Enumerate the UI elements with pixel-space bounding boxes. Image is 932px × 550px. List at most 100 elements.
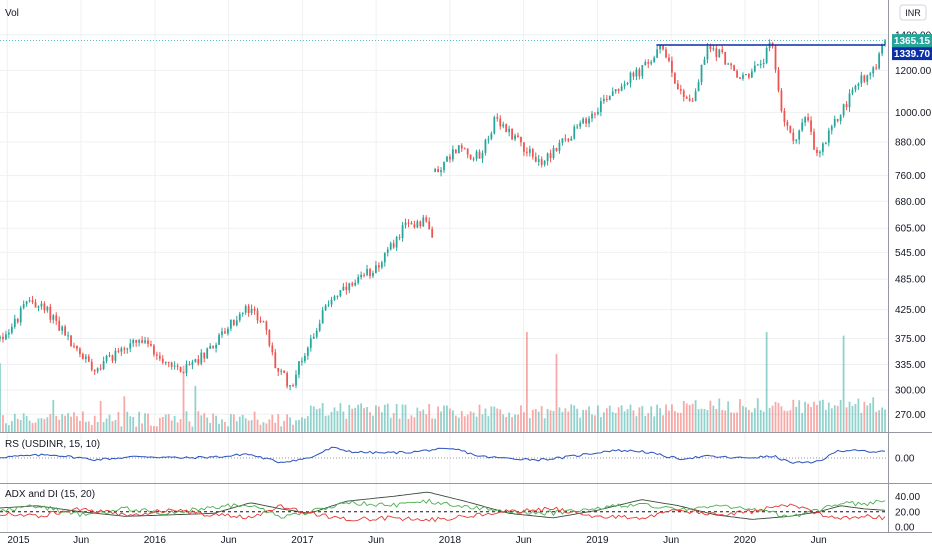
- volume-bar: [493, 406, 496, 432]
- candle-body: [614, 89, 617, 92]
- candle-body: [508, 128, 511, 133]
- volume-bar: [742, 406, 744, 432]
- volume-bar: [878, 410, 881, 432]
- volume-bar: [218, 423, 220, 432]
- candle-body: [375, 265, 377, 274]
- candle-body: [324, 305, 327, 311]
- candle-body: [872, 67, 875, 74]
- candle-body: [170, 362, 173, 367]
- volume-bar: [700, 408, 703, 432]
- volume-bar: [786, 411, 789, 432]
- volume-bar: [428, 404, 431, 432]
- volume-bar: [626, 409, 629, 432]
- volume-bar: [780, 406, 783, 432]
- candle-body: [203, 352, 206, 359]
- volume-bar: [638, 407, 641, 432]
- volume-bar: [505, 417, 508, 432]
- candle-body: [451, 149, 454, 160]
- volume-bar: [383, 404, 386, 432]
- candle-body: [804, 117, 807, 123]
- volume-bar: [555, 354, 558, 432]
- candle-body: [774, 46, 777, 70]
- time-tick-label: 2020: [734, 535, 757, 546]
- candle-body: [520, 136, 522, 143]
- candle-body: [283, 370, 286, 374]
- volume-bar: [617, 407, 620, 432]
- adx-axis: 40.00 20.00 0.00: [895, 492, 920, 533]
- candle-body: [96, 368, 99, 372]
- candle-body: [360, 274, 363, 278]
- volume-bar: [182, 365, 185, 432]
- candle-body: [235, 320, 238, 326]
- candle-body: [656, 49, 659, 58]
- candle-body: [309, 338, 312, 348]
- volume-bar: [229, 414, 232, 432]
- volume-bar: [466, 414, 469, 432]
- currency-badge[interactable]: INR: [899, 4, 927, 21]
- volume-bar: [309, 405, 312, 432]
- candle-body: [475, 151, 478, 159]
- volume-bar: [49, 414, 52, 432]
- candle-body: [67, 335, 69, 337]
- volume-bar: [484, 408, 487, 432]
- volume-bar: [321, 403, 324, 432]
- candle-body: [333, 296, 336, 300]
- price-tick-label: 880.00: [895, 137, 926, 148]
- volume-bar: [90, 424, 93, 432]
- candle-body: [58, 320, 61, 331]
- candle-body: [419, 221, 422, 227]
- candle-body: [839, 115, 842, 122]
- volume-bar: [881, 407, 883, 432]
- volume-bar: [857, 398, 860, 432]
- volume-bar: [620, 405, 623, 432]
- candle-body: [229, 319, 232, 329]
- volume-bar: [37, 418, 40, 432]
- volume-bar: [842, 335, 845, 432]
- volume-bar: [10, 421, 13, 432]
- volume-bar: [52, 399, 55, 432]
- volume-bar: [141, 423, 143, 432]
- candle-body: [671, 60, 673, 73]
- price-tick-label: 1000.00: [895, 108, 932, 119]
- volume-bar: [342, 411, 345, 432]
- candle-body: [611, 91, 614, 96]
- candle-body: [274, 352, 277, 369]
- volume-bar: [348, 404, 351, 432]
- candle-body: [395, 237, 398, 248]
- candle-body: [546, 153, 549, 161]
- volume-bar: [475, 416, 478, 432]
- candle-body: [221, 331, 223, 335]
- volume-bar: [87, 421, 90, 432]
- volume-bar: [221, 419, 223, 432]
- volume-bar: [629, 404, 632, 432]
- volume-bar: [232, 414, 235, 432]
- volume-bar: [860, 412, 863, 432]
- adx-pane: [0, 491, 888, 523]
- candle-body: [579, 123, 582, 127]
- candle-body: [824, 142, 827, 144]
- volume-bar: [824, 409, 827, 432]
- candle-body: [816, 149, 818, 154]
- candle-body: [105, 356, 108, 362]
- candle-body: [605, 98, 608, 100]
- candle-body: [762, 62, 765, 64]
- volume-bar: [819, 400, 821, 432]
- volume-bar: [460, 411, 463, 432]
- candle-body: [120, 348, 123, 352]
- candle-body: [144, 340, 146, 343]
- candle-body: [703, 59, 706, 65]
- volume-bar: [244, 418, 247, 432]
- volume-bar: [200, 415, 203, 432]
- candle-body: [650, 62, 653, 64]
- candle-body: [5, 334, 7, 340]
- time-tick-label: 2016: [144, 535, 167, 546]
- volume-bar: [46, 417, 49, 432]
- candle-body: [289, 385, 291, 387]
- time-tick-label: 2017: [291, 535, 314, 546]
- volume-bar: [81, 411, 84, 432]
- candle-body: [632, 72, 635, 77]
- volume-bar: [354, 407, 357, 432]
- candle-body: [336, 295, 339, 297]
- volume-bar: [736, 412, 738, 432]
